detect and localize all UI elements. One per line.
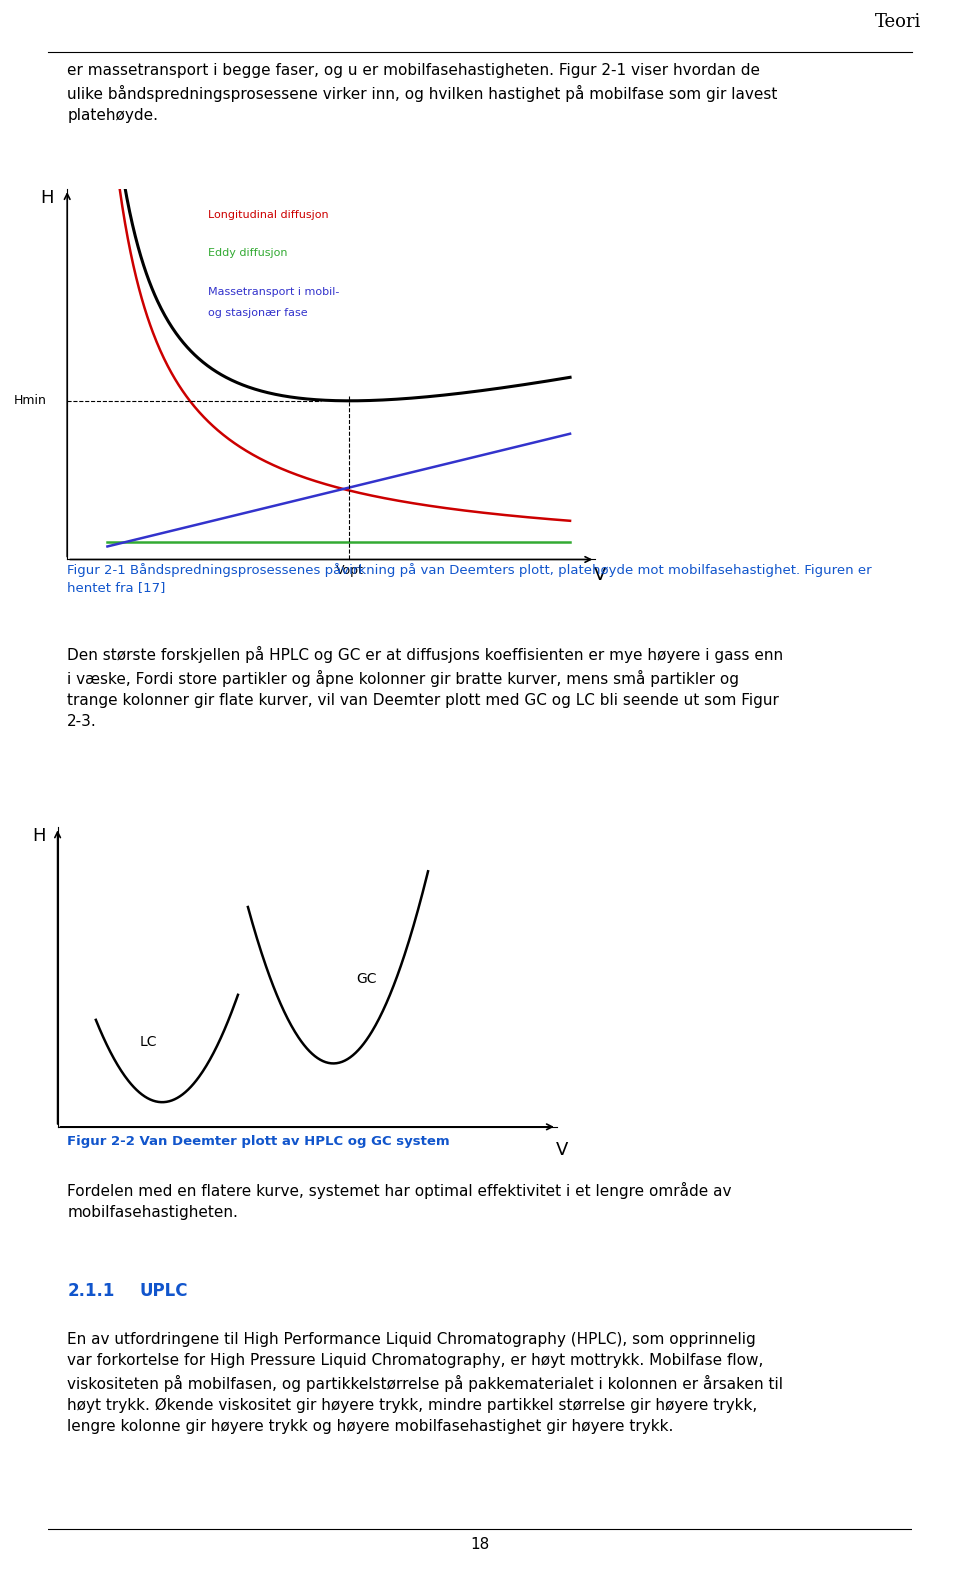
Text: Eddy diffusjon: Eddy diffusjon xyxy=(208,249,287,258)
Text: er massetransport i begge faser, og u er mobilfasehastigheten. Figur 2-1 viser h: er massetransport i begge faser, og u er… xyxy=(67,63,778,123)
Text: V: V xyxy=(556,1141,567,1158)
Text: Figur 2-2 Van Deemter plott av HPLC og GC system: Figur 2-2 Van Deemter plott av HPLC og G… xyxy=(67,1135,450,1147)
Text: Massetransport i mobil-: Massetransport i mobil- xyxy=(208,287,340,296)
Text: Hmin: Hmin xyxy=(14,394,47,407)
Text: H: H xyxy=(40,189,54,206)
Text: V: V xyxy=(594,566,607,585)
Text: og stasjonær fase: og stasjonær fase xyxy=(208,307,307,318)
Text: H: H xyxy=(32,827,45,845)
Text: Vopt: Vopt xyxy=(335,564,363,577)
Text: LC: LC xyxy=(139,1035,156,1050)
Text: Longitudinal diffusjon: Longitudinal diffusjon xyxy=(208,210,328,219)
Text: UPLC: UPLC xyxy=(139,1281,187,1300)
Text: 18: 18 xyxy=(470,1537,490,1552)
Text: Teori: Teori xyxy=(876,13,922,32)
Text: 2.1.1: 2.1.1 xyxy=(67,1281,114,1300)
Text: En av utfordringene til High Performance Liquid Chromatography (HPLC), som oppri: En av utfordringene til High Performance… xyxy=(67,1332,783,1434)
Text: Fordelen med en flatere kurve, systemet har optimal effektivitet i et lengre omr: Fordelen med en flatere kurve, systemet … xyxy=(67,1182,732,1220)
Text: GC: GC xyxy=(356,972,377,987)
Text: Den største forskjellen på HPLC og GC er at diffusjons koeffisienten er mye høye: Den største forskjellen på HPLC og GC er… xyxy=(67,646,783,730)
Text: Figur 2-1 Båndspredningsprosessenes påvirkning på van Deemters plott, platehøyde: Figur 2-1 Båndspredningsprosessenes påvi… xyxy=(67,563,872,594)
